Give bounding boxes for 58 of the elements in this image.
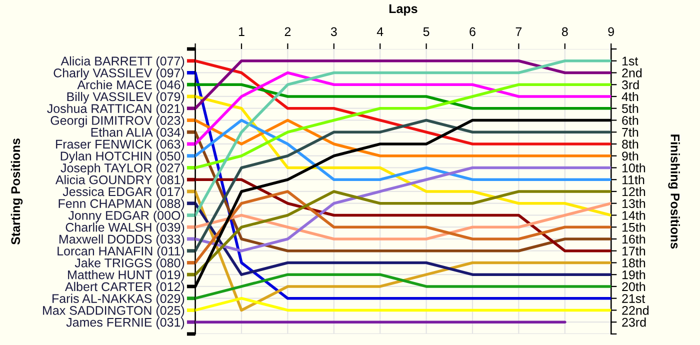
legend-label: Max SADDINGTON (025) — [43, 306, 184, 318]
x-tick-label: 2 — [284, 27, 291, 36]
legend-label: Georgi DIMITROV (023) — [50, 116, 184, 128]
legend-label: Ethan ALIA (034) — [91, 128, 184, 140]
x-tick-label: 1 — [238, 27, 244, 36]
legend-label: Dylan HOTCHIN (050) — [60, 151, 184, 163]
y2-tick-label: 21st — [622, 294, 646, 303]
x-tick-label: 4 — [376, 27, 384, 36]
y2-tick-label: 2nd — [622, 68, 642, 78]
y2-tick-label: 16th — [622, 234, 646, 244]
legend-label: Charlie WALSH (039) — [66, 222, 184, 234]
y2-tick-label: 14th — [622, 210, 646, 220]
legend-label: Jake TRIGGS (080) — [74, 258, 184, 270]
y2-axis-title: Finishing Positions — [668, 134, 680, 249]
legend-label: Faris AL-NAKKAS (029) — [52, 294, 184, 306]
legend-label: Joseph TAYLOR (027) — [60, 163, 184, 175]
legend-label: Alicia BARRETT (077) — [60, 56, 184, 68]
y2-tick-label: 3rd — [622, 80, 639, 90]
x-tick-label: 6 — [470, 27, 476, 36]
y2-tick-label: 13th — [622, 198, 646, 208]
legend-label: Fraser FENWICK (063) — [56, 139, 184, 152]
y2-tick-label: 12th — [622, 186, 646, 196]
y2-tick-label: 19th — [622, 270, 646, 280]
legend-label: James FERNIE (031) — [66, 318, 184, 330]
legend-label: Lorcan HANAFIN (011) — [58, 246, 184, 258]
y2-tick-label: 17th — [622, 246, 646, 256]
legend-label: Jonny EDGAR (00O) — [68, 210, 184, 222]
x-tick-label: 3 — [330, 27, 337, 36]
legend-label: Joshua RATTICAN (021) — [47, 104, 184, 116]
y2-tick-label: 7th — [622, 128, 638, 137]
y2-tick-label: 23rd — [622, 318, 646, 327]
legend-label: Archie MACE (046) — [77, 80, 184, 92]
y2-tick-label: 15th — [622, 222, 646, 232]
x-tick-label: 5 — [423, 27, 430, 36]
legend-label: Billy VASSILEV (079) — [67, 92, 184, 104]
y2-tick-label: 22nd — [622, 306, 649, 315]
y2-tick-label: 10th — [622, 163, 646, 172]
x-axis-title: Laps — [389, 4, 418, 16]
x-tick-label: 8 — [562, 27, 568, 36]
y2-tick-label: 18th — [622, 258, 646, 268]
legend-label: Maxwell DODDS (033) — [59, 234, 184, 246]
legend-label: Charly VASSILEV (097) — [54, 68, 184, 80]
legend-label: Jessica EDGAR (017) — [62, 186, 184, 199]
y2-tick-label: 11th — [622, 175, 644, 184]
legend-label: Fenn CHAPMAN (088) — [58, 198, 184, 210]
legend-label: Alicia GOUNDRY (081) — [55, 175, 184, 187]
x-tick-label: 9 — [608, 27, 614, 36]
y2-tick-label: 20th — [622, 282, 646, 292]
legend-label: Matthew HUNT (019) — [68, 270, 184, 282]
x-tick-label: 7 — [516, 27, 522, 36]
legend-title: Starting Positions — [10, 138, 23, 245]
y2-tick-label: 4th — [622, 92, 638, 102]
y2-tick-label: 9th — [622, 151, 638, 161]
y2-tick-label: 6th — [622, 116, 638, 125]
y2-tick-label: 1st — [622, 56, 638, 66]
y2-tick-label: 8th — [622, 139, 638, 149]
y2-tick-label: 5th — [622, 104, 638, 114]
legend-label: Albert CARTER (012) — [64, 282, 184, 294]
